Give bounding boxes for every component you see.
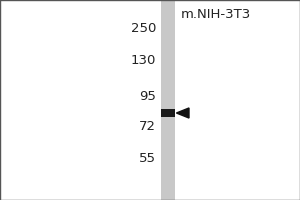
Text: 130: 130 [130, 53, 156, 66]
Polygon shape [176, 108, 189, 118]
Bar [160, 0, 175, 200]
Text: m.NIH-3T3: m.NIH-3T3 [181, 8, 251, 21]
Text: 55: 55 [139, 152, 156, 166]
Text: 250: 250 [130, 21, 156, 34]
Text: 72: 72 [139, 120, 156, 134]
Text: 95: 95 [139, 90, 156, 102]
Bar [160, 109, 175, 117]
